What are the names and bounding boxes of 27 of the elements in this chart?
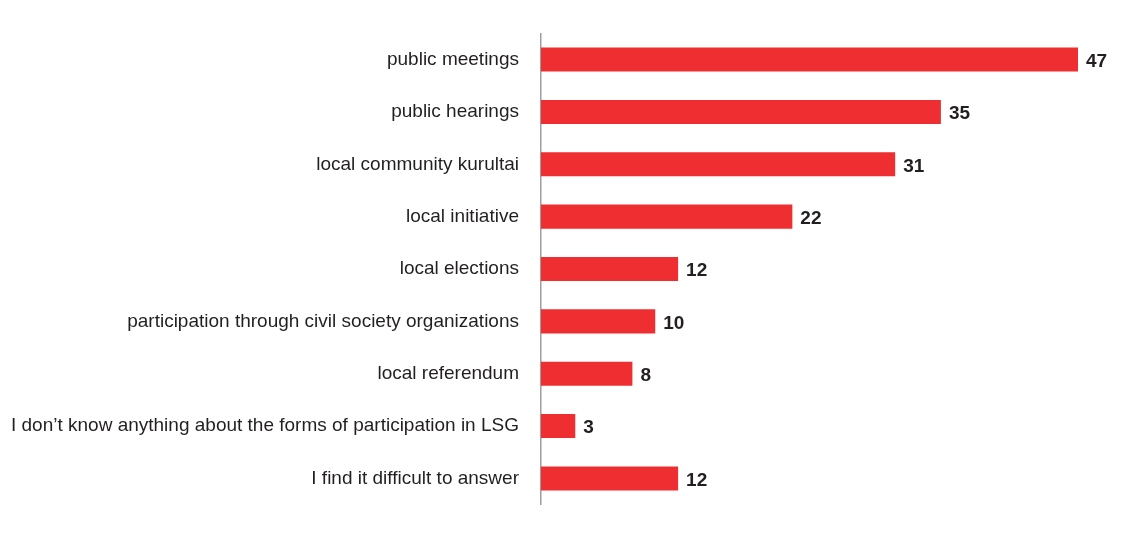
y-tick-label: local elections: [399, 257, 519, 279]
data-label: 10: [663, 311, 685, 333]
bar: [541, 256, 679, 282]
bar: [541, 204, 793, 229]
data-label: 35: [948, 102, 971, 124]
data-label: 22: [800, 206, 822, 228]
data-label: 47: [1086, 49, 1108, 71]
y-tick-label: public hearings: [391, 100, 519, 122]
bar: [541, 361, 633, 386]
bar: [541, 414, 576, 439]
y-tick-label: I find it difficult to answer: [311, 466, 520, 488]
data-label: 3: [583, 416, 594, 438]
y-tick-label: I don’t know anything about the forms of participation in LSG: [10, 414, 519, 436]
bar: [541, 99, 941, 124]
bar: [541, 152, 896, 177]
data-label: 31: [903, 154, 925, 176]
y-tick-label: participation through civil society organizations: [127, 309, 519, 331]
y-tick-label: local initiative: [406, 204, 519, 226]
bar: [541, 47, 1078, 72]
y-tick-label: local community kurultai: [316, 152, 519, 174]
data-label: 8: [640, 363, 651, 385]
data-label: 12: [686, 468, 708, 490]
bar: [541, 466, 679, 491]
y-tick-label: public meetings: [386, 47, 519, 69]
bar: [541, 309, 656, 334]
y-tick-label: local referendum: [377, 361, 519, 383]
data-label: 12: [686, 259, 708, 281]
